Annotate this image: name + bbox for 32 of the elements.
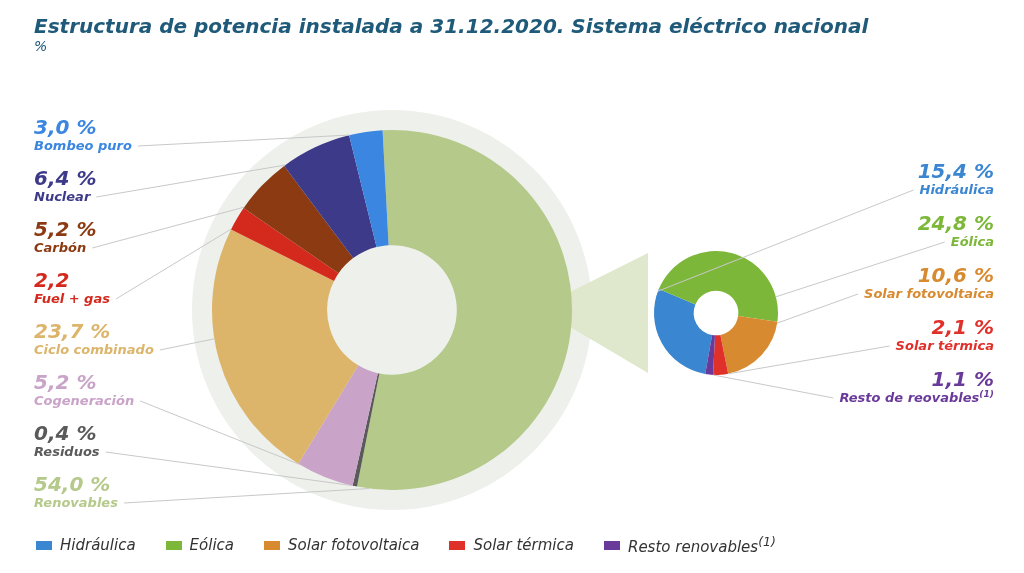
text: Resto renovables$^{(1)}$ bbox=[627, 534, 776, 556]
slice-label: Solar térmica bbox=[895, 338, 995, 353]
slice-label: Ciclo combinado bbox=[34, 342, 154, 357]
data-label: 23,7 % bbox=[34, 319, 111, 343]
chart-subtitle: % bbox=[34, 38, 49, 54]
data-label: 2,2 bbox=[34, 268, 70, 292]
data-label: 2,1 % bbox=[931, 315, 994, 339]
chart-title: Estructura de potencia instalada a 31.12.2020. Sistema eléctrico nacional bbox=[34, 14, 869, 38]
data-label: 5,2 % bbox=[34, 370, 97, 394]
slice-label: Bombeo puro bbox=[34, 138, 132, 153]
text: Solar fotovoltaica bbox=[288, 536, 420, 554]
data-label: 0,4 % bbox=[34, 421, 97, 445]
slice-label: Solar fotovoltaica bbox=[864, 286, 995, 301]
slice-label: Cogeneración bbox=[34, 393, 135, 408]
data-label: 54,0 % bbox=[34, 472, 111, 496]
slice-label: Residuos bbox=[34, 444, 100, 459]
slice-label: Nuclear bbox=[34, 189, 92, 204]
slice-label: Carbón bbox=[34, 240, 87, 255]
data-label: 10,6 % bbox=[917, 263, 994, 287]
data-label: 15,4 % bbox=[917, 159, 994, 183]
data-label: 1,1 % bbox=[931, 367, 994, 391]
text: Eólica bbox=[189, 536, 235, 554]
slice-label: Eólica bbox=[950, 234, 994, 249]
slice-label: Fuel + gas bbox=[34, 291, 111, 306]
text: Hidráulica bbox=[60, 536, 136, 554]
slice-label: Renovables bbox=[34, 495, 119, 510]
text: Solar térmica bbox=[473, 536, 574, 554]
data-label: 5,2 % bbox=[34, 217, 97, 241]
data-label: 24,8 % bbox=[917, 211, 994, 235]
data-label: 3,0 % bbox=[34, 115, 97, 139]
slice-label: Hidráulica bbox=[919, 182, 995, 197]
data-label: 6,4 % bbox=[34, 166, 97, 190]
